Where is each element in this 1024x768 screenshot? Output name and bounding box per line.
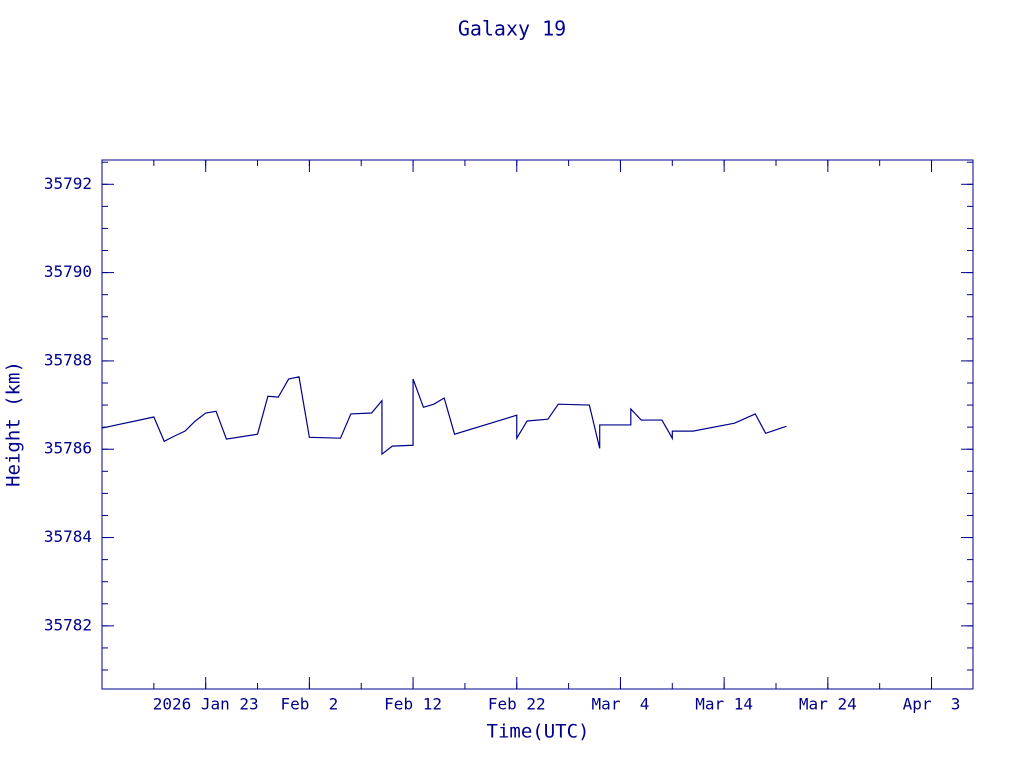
y-tick-label: 35784 xyxy=(44,527,92,546)
x-tick-label: Mar 14 xyxy=(695,695,753,714)
chart-title: Galaxy 19 xyxy=(458,17,566,41)
x-tick-label: 2026 Jan 23 xyxy=(153,695,259,714)
x-tick-label: Feb 22 xyxy=(488,695,546,714)
x-tick-label: Feb 2 xyxy=(280,695,338,714)
x-axis-label: Time(UTC) xyxy=(487,721,590,743)
y-tick-label: 35792 xyxy=(44,174,92,193)
y-tick-label: 35786 xyxy=(44,439,92,458)
x-tick-label: Apr 3 xyxy=(903,695,961,714)
data-line xyxy=(101,376,787,456)
plot-frame xyxy=(101,159,974,690)
y-axis-label: Height (km) xyxy=(3,361,25,487)
x-tick-label: Feb 12 xyxy=(384,695,442,714)
x-tick-label: Mar 24 xyxy=(799,695,857,714)
y-tick-label: 35788 xyxy=(44,350,92,369)
y-tick-label: 35790 xyxy=(44,262,92,281)
y-tick-label: 35782 xyxy=(44,615,92,634)
x-tick-label: Mar 4 xyxy=(592,695,650,714)
